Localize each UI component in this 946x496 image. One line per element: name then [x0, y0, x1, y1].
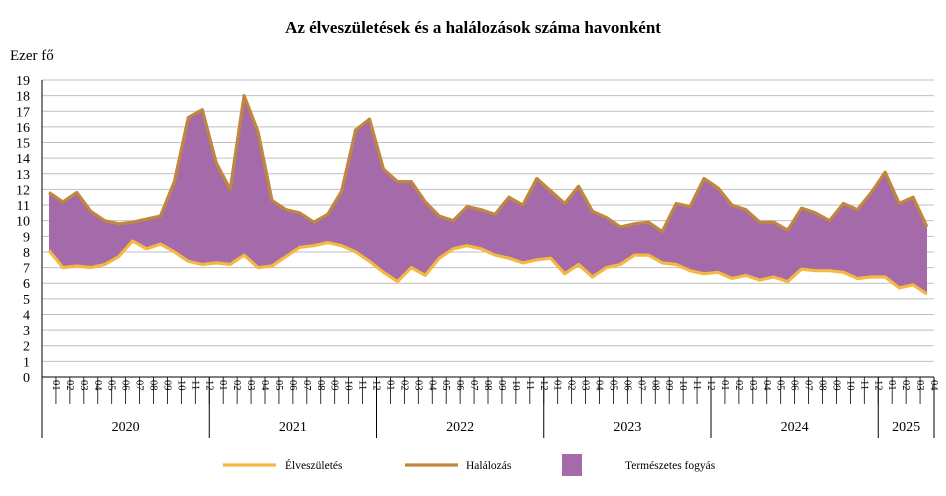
month-tick-label: 10 [677, 380, 688, 391]
y-tick-label: 15 [16, 137, 30, 152]
month-tick-label: 10 [175, 380, 186, 391]
y-tick-label: 1 [23, 355, 30, 370]
month-tick-label: 03 [747, 380, 758, 391]
month-tick-label: 08 [315, 380, 326, 391]
y-tick-label: 13 [16, 168, 30, 183]
month-tick-label: 09 [663, 380, 674, 391]
month-tick-label: 05 [775, 380, 786, 391]
y-tick-label: 18 [16, 90, 30, 105]
month-tick-label: 11 [691, 380, 702, 390]
y-tick-label: 11 [17, 199, 30, 214]
month-tick-label: 02 [398, 380, 409, 391]
y-tick-label: 9 [23, 230, 30, 245]
month-tick-label: 04 [259, 380, 270, 391]
month-tick-label: 01 [552, 380, 563, 391]
month-tick-label: 02 [900, 380, 911, 391]
y-tick-label: 3 [23, 324, 30, 339]
y-tick-label: 0 [23, 371, 30, 386]
month-tick-label: 01 [217, 380, 228, 391]
month-tick-label: 02 [231, 380, 242, 391]
month-tick-label: 04 [92, 380, 103, 391]
y-tick-label: 19 [16, 74, 30, 89]
month-tick-label: 09 [329, 380, 340, 391]
month-tick-label: 05 [608, 380, 619, 391]
month-tick-label: 10 [844, 380, 855, 391]
year-label: 2025 [892, 420, 920, 435]
y-tick-label: 5 [23, 293, 30, 308]
y-axis-unit: Ezer fő [10, 48, 54, 64]
month-tick-label: 11 [524, 380, 535, 390]
month-tick-label: 02 [566, 380, 577, 391]
legend-decrease-swatch [562, 454, 582, 476]
month-tick-label: 08 [482, 380, 493, 391]
year-label: 2022 [446, 420, 474, 435]
month-tick-label: 05 [106, 380, 117, 391]
month-tick-label: 07 [803, 380, 814, 391]
month-tick-label: 03 [580, 380, 591, 391]
month-tick-label: 07 [468, 380, 479, 391]
y-tick-label: 6 [23, 277, 30, 292]
month-tick-label: 01 [886, 380, 897, 391]
legend-deaths-label: Halálozás [466, 460, 512, 472]
month-tick-label: 03 [245, 380, 256, 391]
y-tick-label: 17 [16, 105, 30, 120]
y-tick-label: 10 [16, 215, 30, 230]
month-tick-label: 09 [831, 380, 842, 391]
month-tick-label: 11 [189, 380, 200, 390]
month-tick-label: 06 [621, 380, 632, 391]
month-tick-label: 01 [50, 380, 61, 391]
year-label: 2024 [781, 420, 809, 435]
month-tick-label: 09 [496, 380, 507, 391]
month-tick-label: 07 [301, 380, 312, 391]
month-tick-label: 07 [635, 380, 646, 391]
month-tick-label: 04 [761, 380, 772, 391]
month-tick-label: 04 [594, 380, 605, 391]
chart-title: Az élveszületések és a halálozások száma… [285, 18, 661, 37]
month-tick-label: 07 [134, 380, 145, 391]
month-tick-label: 01 [385, 380, 396, 391]
month-tick-label: 06 [454, 380, 465, 391]
year-label: 2020 [112, 420, 140, 435]
month-tick-label: 03 [78, 380, 89, 391]
month-tick-label: 10 [343, 380, 354, 391]
y-tick-label: 4 [23, 308, 30, 323]
month-tick-label: 06 [287, 380, 298, 391]
month-tick-label: 03 [914, 380, 925, 391]
month-tick-label: 08 [817, 380, 828, 391]
y-tick-label: 12 [16, 183, 30, 198]
natural-decrease-area [49, 95, 927, 295]
month-tick-label: 11 [858, 380, 869, 390]
y-tick-label: 2 [23, 340, 30, 355]
month-tick-label: 10 [510, 380, 521, 391]
y-tick-label: 14 [16, 152, 30, 167]
month-tick-label: 11 [357, 380, 368, 390]
month-tick-label: 04 [426, 380, 437, 391]
births-line [47, 239, 928, 296]
legend-decrease-label: Természetes fogyás [625, 460, 716, 472]
month-tick-label: 05 [273, 380, 284, 391]
month-tick-label: 02 [64, 380, 75, 391]
y-tick-label: 16 [16, 121, 30, 136]
month-tick-label: 06 [120, 380, 131, 391]
month-tick-label: 01 [719, 380, 730, 391]
legend-births-label: Élveszületés [285, 458, 343, 472]
month-tick-label: 02 [733, 380, 744, 391]
y-tick-label: 8 [23, 246, 30, 261]
month-tick-label: 08 [649, 380, 660, 391]
y-tick-label: 7 [23, 262, 30, 277]
year-label: 2023 [613, 420, 641, 435]
year-label: 2021 [279, 420, 307, 435]
month-tick-label: 06 [789, 380, 800, 391]
month-tick-label: 03 [412, 380, 423, 391]
month-tick-label: 09 [162, 380, 173, 391]
month-tick-label: 05 [440, 380, 451, 391]
deaths-line [48, 93, 929, 234]
month-tick-label: 08 [148, 380, 159, 391]
